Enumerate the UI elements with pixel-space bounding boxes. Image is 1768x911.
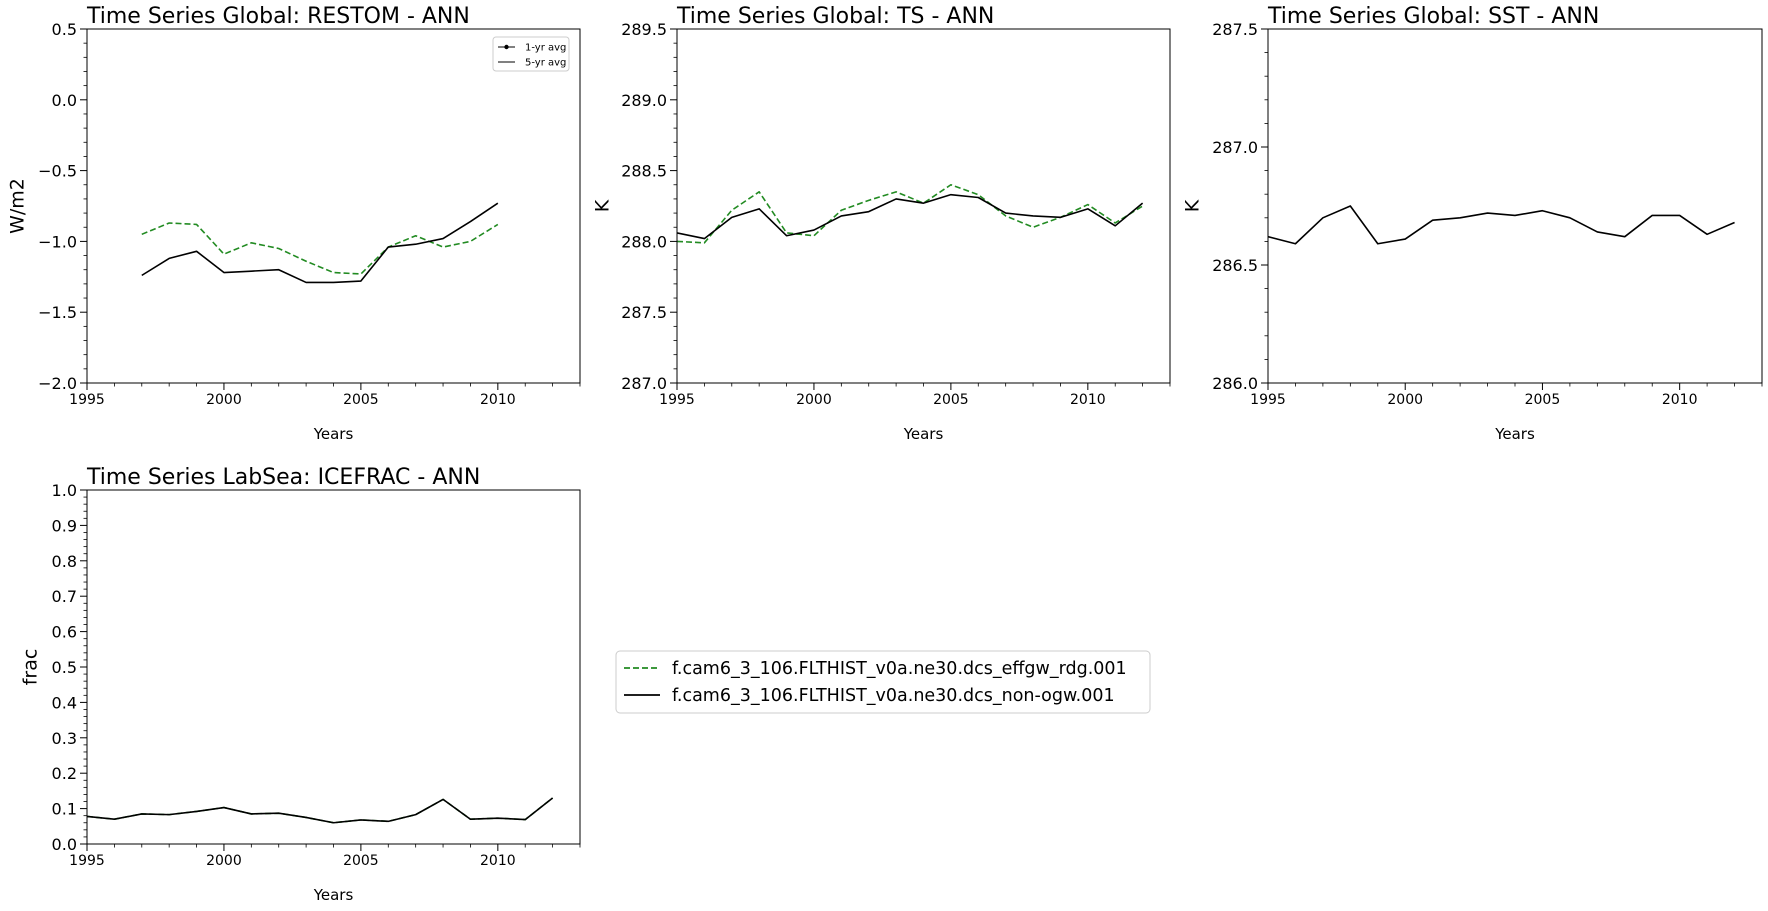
y-axis-label: K	[592, 199, 614, 212]
y-tick-label: 0.0	[52, 835, 77, 854]
x-tick-label: 2000	[796, 392, 832, 408]
x-tick-label: 1995	[69, 853, 105, 869]
figure-legend-box	[615, 650, 1151, 714]
figure-legend-label: f.cam6_3_106.FLTHIST_v0a.ne30.dcs_non-og…	[672, 686, 1115, 706]
y-tick-label: 286.0	[1212, 374, 1258, 393]
legend-label: 1-yr avg	[525, 43, 566, 54]
y-tick-label: 0.3	[52, 729, 77, 748]
y-tick-label: 0.6	[52, 623, 77, 642]
y-tick-label: 0.4	[52, 693, 77, 712]
y-tick-label: 286.5	[1212, 256, 1258, 275]
x-axis-label: Years	[313, 425, 354, 443]
y-tick-label: 288.0	[621, 232, 667, 251]
subplot-2: 1995 2000 2005 2010 287.0 287.5 288.0 288.5 289.…	[592, 4, 1171, 443]
x-tick-label: 2000	[206, 392, 242, 408]
axes-frame	[86, 489, 581, 845]
y-tick-label: 0.9	[52, 516, 77, 535]
series-line-1	[1268, 205, 1735, 245]
axes-frame	[1267, 28, 1763, 384]
series-line-1	[141, 222, 499, 275]
y-tick-label: 0.7	[52, 587, 77, 606]
figure-legend: f.cam6_3_106.FLTHIST_v0a.ne30.dcs_effgw_…	[615, 650, 1151, 714]
y-tick-label: −1.0	[38, 232, 77, 251]
legend-label: 5-yr avg	[525, 58, 566, 69]
y-axis-label: W/m2	[7, 178, 29, 234]
x-tick-label: 2010	[1070, 392, 1106, 408]
axes-frame	[86, 28, 581, 384]
x-tick-label: 2005	[1525, 392, 1561, 408]
y-tick-label: 0.2	[52, 764, 77, 783]
x-axis-label: Years	[903, 425, 944, 443]
y-tick-label: 289.0	[621, 91, 667, 110]
x-tick-label: 2010	[1662, 392, 1698, 408]
y-tick-label: 288.5	[621, 162, 667, 181]
x-tick-label: 2005	[343, 853, 379, 869]
y-axis-label: frac	[20, 649, 42, 686]
y-tick-label: 287.0	[621, 374, 667, 393]
y-tick-label: −1.5	[38, 303, 77, 322]
x-tick-label: 2010	[480, 853, 516, 869]
axes-frame	[676, 28, 1171, 384]
x-axis-label: Years	[313, 886, 354, 904]
series-line-2	[87, 797, 554, 824]
y-tick-label: 0.5	[52, 20, 77, 39]
x-tick-label: 1995	[659, 392, 695, 408]
figure-legend-label: f.cam6_3_106.FLTHIST_v0a.ne30.dcs_effgw_…	[672, 659, 1127, 679]
y-tick-label: 0.0	[52, 91, 77, 110]
chart-title: Time Series LabSea: ICEFRAC - ANN	[86, 465, 480, 490]
y-axis-label: K	[1182, 199, 1204, 212]
subplot-3: 1995 2000 2005 2010 286.0 286.5 287.0 287.5 Time…	[1182, 4, 1763, 443]
y-tick-label: 0.1	[52, 800, 77, 819]
y-tick-label: 287.0	[1212, 138, 1258, 157]
series-line-2	[677, 193, 1144, 240]
legend-marker-icon	[504, 44, 509, 50]
y-tick-label: 287.5	[621, 303, 667, 322]
y-tick-label: 0.5	[52, 658, 77, 677]
subplot-legend: 1-yr avg 5-yr avg	[492, 36, 570, 72]
subplot-4: 1995 2000 2005 2010 0.0 0.1 0.2 0.3 0.4 0.5 0.6 0.7…	[20, 465, 581, 904]
x-tick-label: 2005	[343, 392, 379, 408]
subplot-1: 1995 2000 2005 2010 −2.0 −1.5 −1.0 −0.5 0.0 0.5 Ti…	[7, 4, 581, 443]
x-tick-label: 1995	[69, 392, 105, 408]
x-tick-label: 2000	[1387, 392, 1423, 408]
x-tick-label: 2010	[480, 392, 516, 408]
chart-title: Time Series Global: SST - ANN	[1267, 4, 1599, 29]
chart-title: Time Series Global: TS - ANN	[676, 4, 994, 29]
x-tick-label: 2005	[933, 392, 969, 408]
chart-title: Time Series Global: RESTOM - ANN	[86, 4, 470, 29]
x-tick-label: 1995	[1250, 392, 1286, 408]
y-tick-label: −2.0	[38, 374, 77, 393]
x-axis-label: Years	[1494, 425, 1535, 443]
y-tick-label: −0.5	[38, 162, 77, 181]
series-line-1	[677, 183, 1144, 244]
y-tick-label: 287.5	[1212, 20, 1258, 39]
y-tick-label: 0.8	[52, 552, 77, 571]
series-line-2	[141, 202, 499, 284]
y-tick-label: 1.0	[52, 481, 77, 500]
x-tick-label: 2000	[206, 853, 242, 869]
y-tick-label: 289.5	[621, 20, 667, 39]
